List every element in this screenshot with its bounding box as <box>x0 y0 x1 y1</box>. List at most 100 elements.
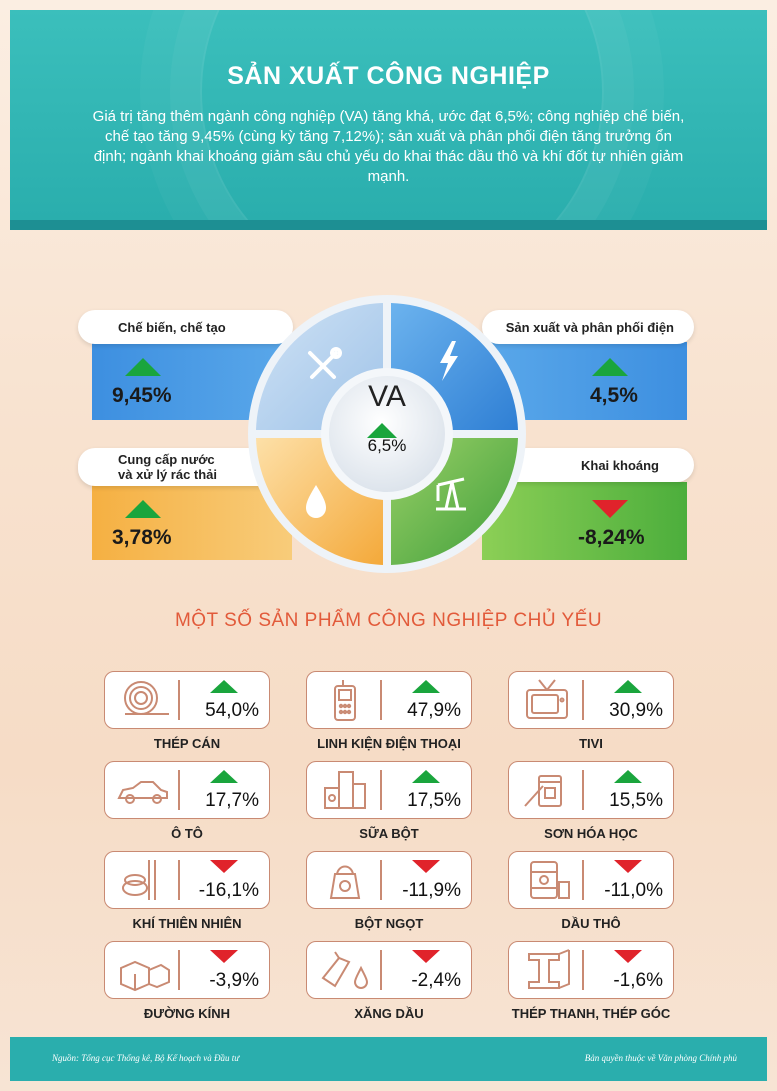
card-divider <box>380 860 382 900</box>
product-name: LINH KIỆN ĐIỆN THOẠI <box>317 736 461 751</box>
trend-up-icon <box>125 358 161 376</box>
card-divider <box>582 860 584 900</box>
trend-up-icon <box>412 770 440 783</box>
card-divider <box>380 680 382 720</box>
card-divider <box>380 950 382 990</box>
trend-up-icon <box>592 358 628 376</box>
water-drop-icon <box>306 485 326 518</box>
product-value: 54,0% <box>205 700 259 721</box>
sector-value-electricity: 4,5% <box>590 384 638 407</box>
product-value: -3,9% <box>209 970 259 991</box>
milk-powder-icon <box>317 768 373 812</box>
lightning-icon <box>440 341 458 381</box>
card-divider <box>582 770 584 810</box>
product-value: -2,4% <box>411 970 461 991</box>
sector-value-manufacturing: 9,45% <box>112 384 172 407</box>
product-card: -11,9% <box>306 851 472 909</box>
sugar-cube-icon <box>115 948 171 992</box>
product-card: 17,5% <box>306 761 472 819</box>
product-card: -1,6% <box>508 941 674 999</box>
sector-value-water: 3,78% <box>112 526 172 549</box>
phone-icon <box>317 678 373 722</box>
tools-icon <box>308 347 342 379</box>
sector-label-water-line1: Cung cấp nước <box>118 452 215 467</box>
trend-down-icon <box>412 950 440 963</box>
va-center: VA 6,5% <box>348 380 426 456</box>
header-divider <box>10 220 767 230</box>
trend-down-icon <box>412 860 440 873</box>
va-label: VA <box>368 380 406 413</box>
trend-down-icon <box>592 500 628 518</box>
product-card: 30,9% <box>508 671 674 729</box>
trend-up-icon <box>412 680 440 693</box>
product-name: SƠN HÓA HỌC <box>544 826 638 841</box>
trend-down-icon <box>614 860 642 873</box>
product-name: THÉP CÁN <box>153 736 221 751</box>
product-value: 17,5% <box>407 790 461 811</box>
sector-label-electricity: Sản xuất và phân phối điện <box>482 310 694 344</box>
product-card: -2,4% <box>306 941 472 999</box>
trend-up-icon <box>614 680 642 693</box>
product-name: KHÍ THIÊN NHIÊN <box>132 916 242 931</box>
sector-value-mining: -8,24% <box>578 526 645 549</box>
product-name: BỘT NGỌT <box>354 916 424 931</box>
product-card: -11,0% <box>508 851 674 909</box>
trend-up-icon <box>614 770 642 783</box>
steel-beam-icon <box>519 948 575 992</box>
footer-source: Nguồn: Tổng cục Thống kê, Bộ Kế hoạch và… <box>52 1053 240 1063</box>
product-name: TIVI <box>579 736 603 751</box>
product-value: -16,1% <box>198 880 259 901</box>
product-card: 17,7% <box>104 761 270 819</box>
trend-down-icon <box>614 950 642 963</box>
trend-up-icon <box>125 500 161 518</box>
sector-label-water-line2: và xử lý rác thải <box>118 467 218 482</box>
steel-coil-icon <box>115 678 171 722</box>
card-divider <box>380 770 382 810</box>
products-title: MỘT SỐ SẢN PHẨM CÔNG NGHIỆP CHỦ YẾU <box>174 610 603 631</box>
product-value: 17,7% <box>205 790 259 811</box>
oil-pump-icon <box>436 477 466 511</box>
product-card: -3,9% <box>104 941 270 999</box>
product-value: 15,5% <box>609 790 663 811</box>
product-value: 47,9% <box>407 700 461 721</box>
fuel-nozzle-icon <box>317 948 373 992</box>
va-value: 6,5% <box>367 436 407 455</box>
card-divider <box>582 950 584 990</box>
trend-down-icon <box>210 860 238 873</box>
product-name: THÉP THANH, THÉP GÓC <box>511 1006 671 1021</box>
product-card: -16,1% <box>104 851 270 909</box>
product-name: SỮA BỘT <box>359 826 419 841</box>
product-card: 15,5% <box>508 761 674 819</box>
paint-icon <box>519 768 575 812</box>
oil-barrel-icon <box>519 858 575 902</box>
header-banner: SẢN XUẤT CÔNG NGHIỆP Giá trị tăng thêm n… <box>10 10 767 220</box>
footer-bar <box>10 1037 767 1081</box>
product-card: 47,9% <box>306 671 472 729</box>
product-value: 30,9% <box>609 700 663 721</box>
sector-label-manufacturing: Chế biến, chế tạo <box>78 310 293 344</box>
card-divider <box>178 770 180 810</box>
card-divider <box>582 680 584 720</box>
sector-panel-mining <box>482 482 687 560</box>
product-name: XĂNG DẦU <box>354 1006 424 1021</box>
page-title: SẢN XUẤT CÔNG NGHIỆP <box>227 62 550 90</box>
sector-panel-water <box>92 482 292 560</box>
card-divider <box>178 950 180 990</box>
product-value: -1,6% <box>613 970 663 991</box>
product-name: ĐƯỜNG KÍNH <box>143 1006 231 1021</box>
product-name: Ô TÔ <box>171 826 203 841</box>
trend-up-icon <box>210 770 238 783</box>
product-name: DẦU THÔ <box>561 916 621 931</box>
msg-bag-icon <box>317 858 373 902</box>
trend-up-icon <box>210 680 238 693</box>
product-value: -11,0% <box>604 880 663 901</box>
card-divider <box>178 860 180 900</box>
tv-icon <box>519 678 575 722</box>
product-value: -11,9% <box>402 880 461 901</box>
card-divider <box>178 680 180 720</box>
car-icon <box>115 768 171 812</box>
trend-up-icon <box>367 423 397 438</box>
header-description: Giá trị tăng thêm ngành công nghiệp (VA)… <box>92 108 685 185</box>
gas-pipe-icon <box>115 858 171 902</box>
